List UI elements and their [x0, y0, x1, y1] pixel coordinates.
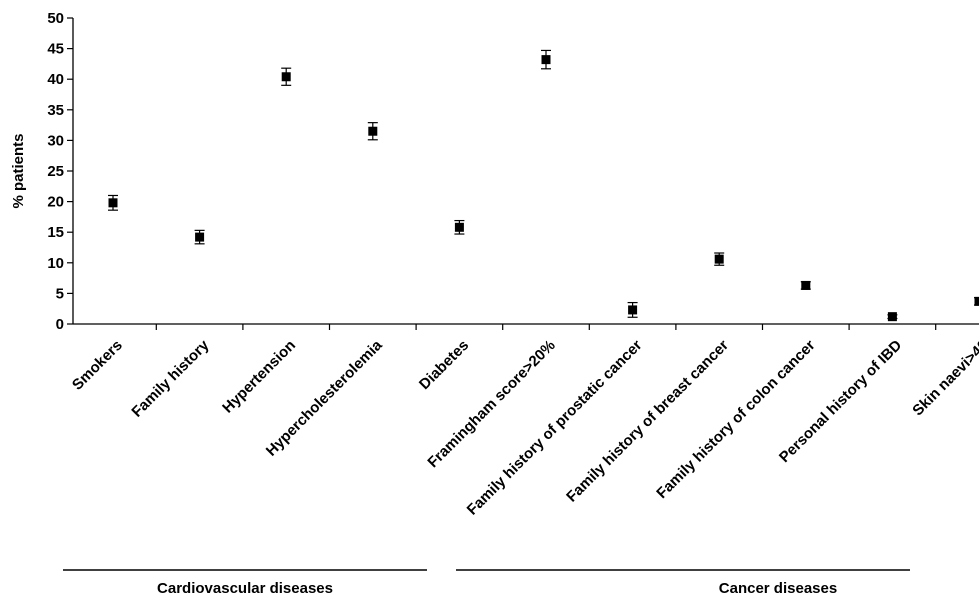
category-labels: Smokers Family history HypertensionHyperch… — [69, 336, 979, 518]
data-point — [108, 198, 118, 208]
data-point — [887, 312, 897, 322]
data-point — [541, 55, 551, 65]
data-point — [714, 254, 724, 264]
group-label: Cardiovascular diseases — [157, 580, 333, 597]
x-category-label: Family history of prostatic cancer — [464, 337, 646, 519]
data-point — [368, 126, 378, 136]
y-tick-label: 25 — [47, 163, 64, 180]
y-tick-label: 30 — [47, 132, 64, 149]
data-points — [108, 55, 979, 322]
y-tick-label: 50 — [47, 10, 64, 27]
y-tick-label: 45 — [47, 41, 64, 58]
data-point — [195, 232, 205, 242]
y-tick-label: 10 — [47, 255, 64, 272]
y-ticks: 0 5 10 15 20 25 30 35 40 45 50 — [47, 10, 73, 333]
data-point — [974, 296, 979, 306]
error-bars — [108, 49, 979, 320]
x-ticks — [155, 324, 937, 330]
data-point — [628, 305, 638, 315]
data-point — [454, 222, 464, 232]
category-groups: Cardiovascular diseases Cancer diseases — [63, 569, 910, 597]
axes — [72, 18, 979, 325]
data-point — [281, 72, 291, 82]
y-tick-label: 15 — [47, 224, 64, 241]
y-tick-label: 40 — [47, 71, 64, 88]
y-tick-label: 35 — [47, 102, 64, 119]
x-category-label: Family history of colon cancer — [653, 337, 818, 502]
x-category-label: Diabetes — [416, 337, 472, 393]
x-category-label: Family history of breast cancer — [563, 337, 732, 506]
group-label: Cancer diseases — [719, 580, 837, 597]
y-tick-label: 5 — [56, 285, 64, 302]
y-tick-label: 20 — [47, 194, 64, 211]
data-point — [801, 280, 811, 290]
x-category-label: Smokers — [69, 337, 126, 394]
x-category-label: Skin naevi>40 — [909, 337, 979, 419]
y-tick-label: 0 — [56, 316, 64, 333]
y-axis-title: % patients — [10, 133, 27, 208]
x-category-label: Family history — [128, 336, 212, 420]
x-category-label: Hypertension — [219, 337, 299, 417]
